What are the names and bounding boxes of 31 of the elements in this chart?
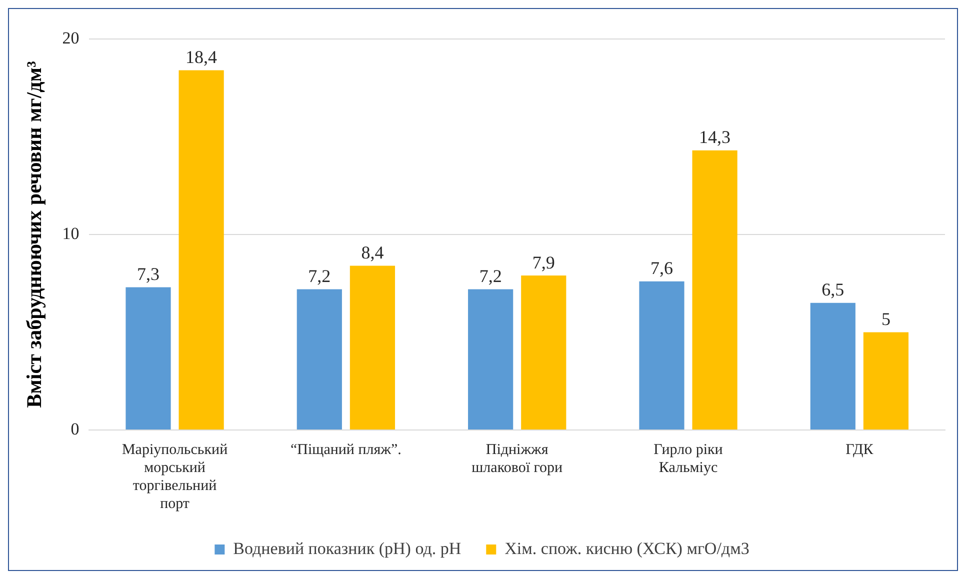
data-label: 8,4 bbox=[361, 242, 384, 263]
x-tick-label: “Піщаний пляж”. bbox=[290, 442, 402, 458]
x-tick-label: Маріупольський морський торгівельний порт bbox=[122, 442, 228, 512]
data-label: 14,3 bbox=[699, 127, 731, 148]
x-tick-label: Гирло ріки Кальміус bbox=[654, 442, 723, 476]
data-label: 7,2 bbox=[479, 266, 502, 286]
data-label: 7,3 bbox=[137, 264, 160, 284]
data-label: 5 bbox=[881, 308, 890, 329]
bar bbox=[350, 266, 396, 430]
y-tick-label: 0 bbox=[70, 419, 80, 438]
y-tick-label: 10 bbox=[62, 224, 80, 243]
x-tick-label: ГДК bbox=[846, 442, 874, 458]
x-tick-label: Підніжжя шлакової гори bbox=[472, 442, 563, 476]
bar bbox=[810, 302, 856, 430]
data-label: 7,6 bbox=[650, 258, 673, 278]
data-label: 7,9 bbox=[532, 252, 555, 272]
legend-label: Водневий показник (pH) од. pH bbox=[233, 538, 462, 558]
legend-label: Хім. спож. кисню (ХСК) мгО/дм3 bbox=[504, 538, 750, 558]
data-label: 18,4 bbox=[186, 47, 218, 68]
bar bbox=[521, 276, 566, 430]
bar bbox=[639, 281, 684, 430]
y-axis-title: Вміст забруднюючих речовин мг/дм³ bbox=[22, 61, 46, 408]
bar bbox=[692, 150, 738, 430]
bar bbox=[126, 287, 171, 430]
data-label: 7,2 bbox=[308, 266, 331, 286]
bar bbox=[863, 332, 908, 430]
y-tick-label: 20 bbox=[62, 28, 80, 48]
data-label: 6,5 bbox=[822, 280, 844, 300]
bar bbox=[296, 289, 342, 430]
bar bbox=[178, 70, 224, 430]
bar bbox=[468, 289, 514, 430]
